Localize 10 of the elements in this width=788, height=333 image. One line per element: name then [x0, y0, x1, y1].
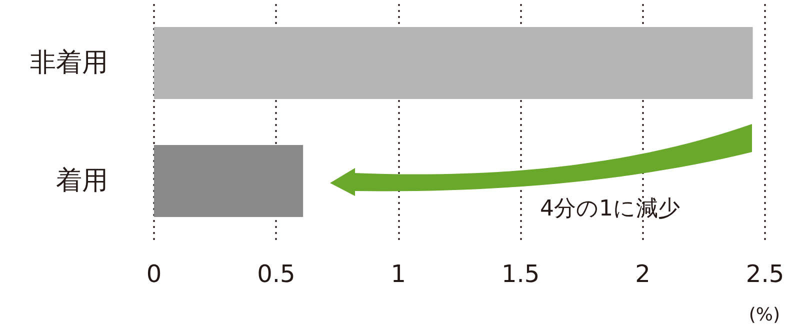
y-tick-label: 着用 — [56, 166, 108, 196]
x-tick-label: 2 — [635, 260, 650, 288]
x-axis-title: (%) — [748, 304, 780, 326]
annotation: 4分の1に減少 — [540, 196, 680, 222]
x-tick-label: 0 — [146, 260, 162, 288]
y-tick-label: 非着用 — [30, 48, 108, 78]
x-tick-label: 2.5 — [746, 260, 784, 288]
x-tick-label: 1.5 — [502, 260, 540, 288]
x-tick-label: 0.5 — [257, 260, 296, 288]
x-tick-label: 1 — [390, 260, 406, 288]
